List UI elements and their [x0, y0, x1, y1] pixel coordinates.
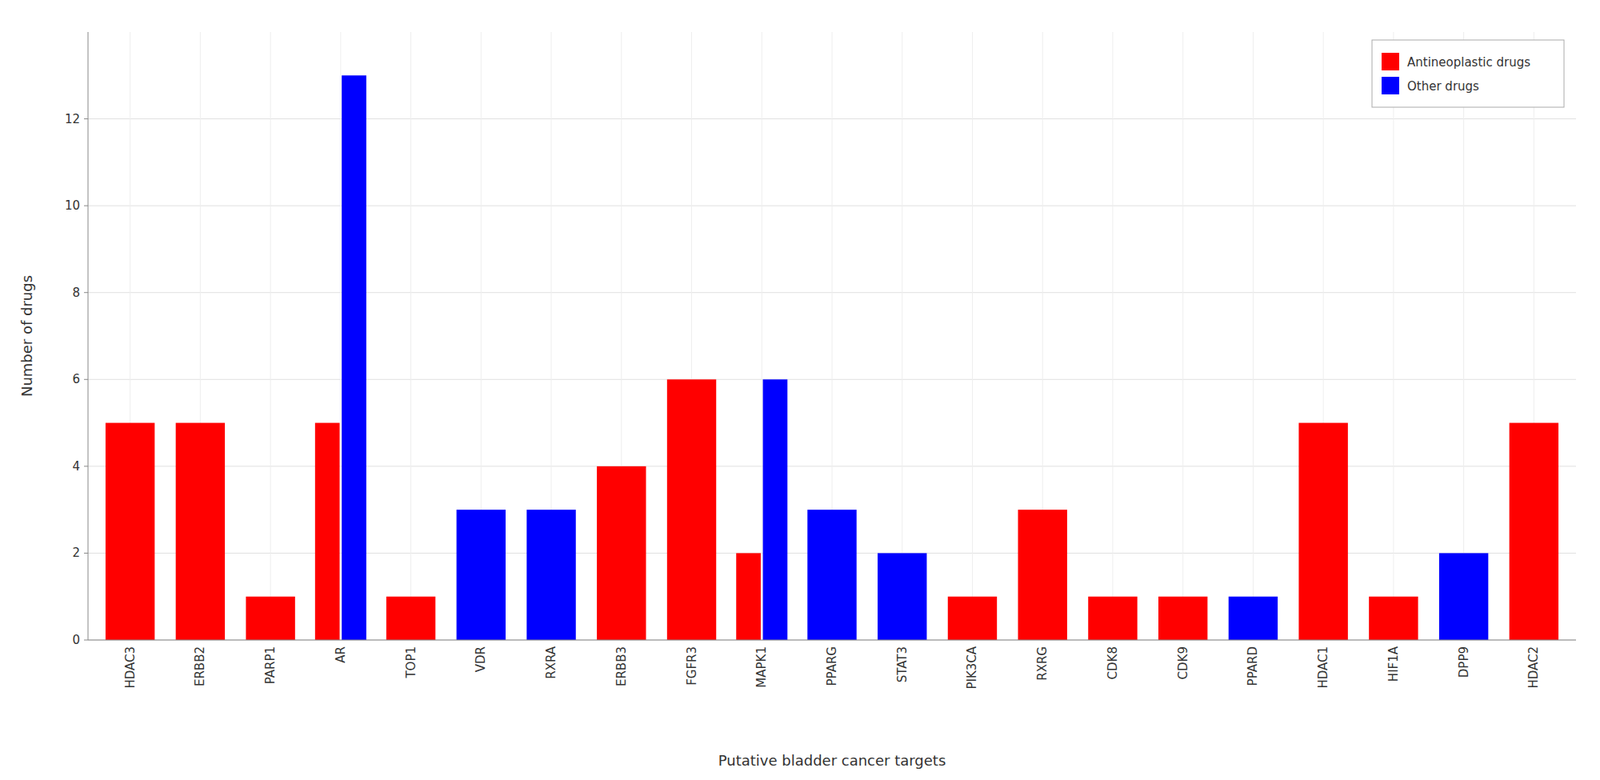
x-tick-label: AR	[333, 646, 348, 664]
x-tick-label: HDAC1	[1316, 646, 1331, 689]
grid-line-x	[761, 32, 763, 640]
bar	[341, 75, 367, 640]
x-tick-label: HDAC2	[1526, 646, 1541, 689]
x-tick-label: ERBB3	[614, 646, 629, 687]
bar	[526, 509, 576, 640]
grid-line-y	[88, 640, 1576, 641]
y-tick	[84, 205, 88, 207]
y-tick-label: 0	[72, 632, 80, 648]
x-tick-label: PPARG	[824, 646, 840, 686]
x-tick-label: PIK3CA	[964, 645, 980, 689]
y-tick	[84, 292, 88, 293]
grid-line-x	[1392, 32, 1394, 640]
grid-line-x	[270, 32, 272, 640]
bar	[1088, 596, 1137, 640]
y-tick-label: 6	[72, 372, 80, 387]
bar	[763, 379, 788, 640]
x-tick-label: HDAC3	[123, 646, 138, 689]
grid-line-x	[972, 32, 973, 640]
bar	[1439, 552, 1488, 640]
y-tick	[84, 640, 88, 641]
y-tick	[84, 552, 88, 554]
grid	[88, 32, 1576, 640]
x-tick-label: HIF1A	[1386, 645, 1401, 682]
bar	[1158, 596, 1208, 640]
legend-label: Antineoplastic drugs	[1407, 55, 1531, 70]
bar	[1228, 596, 1278, 640]
bar	[667, 379, 716, 640]
x-tick-label: RXRA	[544, 645, 559, 680]
legend-swatch	[1381, 76, 1400, 95]
grid-line-x	[1252, 32, 1254, 640]
y-tick	[84, 465, 88, 467]
x-tick-label: CDK8	[1105, 646, 1120, 680]
bar	[736, 552, 761, 640]
bar	[596, 466, 646, 640]
bar	[386, 596, 436, 640]
grid-line-x	[901, 32, 903, 640]
x-tick-label: VDR	[473, 646, 488, 672]
x-tick-label: FGFR3	[684, 646, 700, 686]
x-tick-label: TOP1	[404, 646, 419, 680]
legend-label: Other drugs	[1407, 79, 1480, 94]
y-tick-label: 4	[72, 459, 80, 474]
y-tick-label: 8	[72, 285, 80, 300]
axes: 0 2 4 6 8 10 12 HDAC3 ERBB2 PARP1 AR TOP1 VDR RXRA ERB…	[64, 32, 1576, 690]
y-tick	[84, 118, 88, 120]
grid-line-x	[1112, 32, 1113, 640]
y-tick	[84, 379, 88, 380]
legend-swatch	[1381, 52, 1400, 71]
x-tick-label: MAPK1	[754, 646, 769, 688]
x-tick-label: PPARD	[1245, 646, 1260, 686]
y-tick-label: 2	[72, 545, 80, 560]
bar	[176, 423, 225, 640]
bar	[1368, 596, 1418, 640]
bar	[1018, 509, 1068, 640]
x-tick-label: CDK9	[1176, 646, 1191, 680]
bar	[105, 423, 155, 640]
y-axis-line	[88, 32, 89, 640]
x-tick-label: PARP1	[263, 646, 278, 684]
grid-line-x	[1463, 32, 1464, 640]
x-tick-label: RXRG	[1035, 646, 1050, 681]
x-axis-label: Putative bladder cancer targets	[718, 752, 947, 769]
grid-line-x	[1182, 32, 1184, 640]
bar	[948, 596, 997, 640]
grid-line-x	[410, 32, 412, 640]
chart: 0 2 4 6 8 10 12 HDAC3 ERBB2 PARP1 AR TOP1 VDR RXRA ERB…	[0, 0, 1600, 780]
bar	[245, 596, 295, 640]
bar	[1509, 423, 1559, 640]
grid-line-x	[340, 32, 341, 640]
x-tick-label: ERBB2	[192, 646, 208, 687]
x-axis-line	[88, 640, 1576, 641]
y-axis-label: Number of drugs	[18, 275, 36, 397]
x-tick-label: STAT3	[895, 646, 910, 683]
bars	[105, 75, 1559, 640]
x-tick-label: DPP9	[1456, 646, 1472, 678]
bar	[1298, 423, 1348, 640]
bar	[315, 423, 340, 640]
y-tick-label: 12	[64, 112, 80, 127]
bar	[807, 509, 856, 640]
bar	[877, 552, 927, 640]
legend: Antineoplastic drugs Other drugs	[1372, 40, 1564, 108]
bar	[456, 509, 506, 640]
y-tick-label: 10	[64, 198, 80, 213]
legend-box	[1372, 40, 1564, 108]
